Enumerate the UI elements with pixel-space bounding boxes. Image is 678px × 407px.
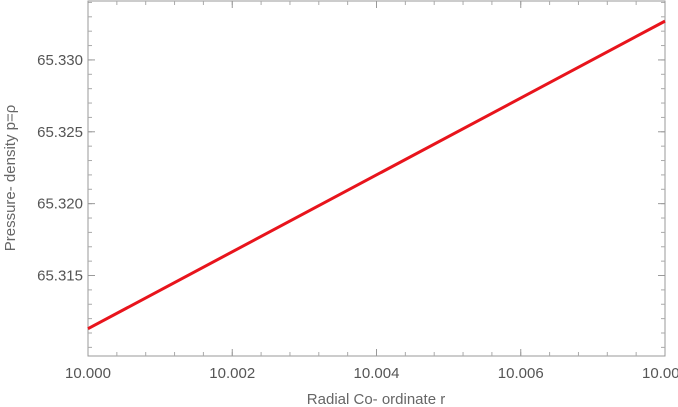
x-axis-label: Radial Co- ordinate r: [307, 391, 445, 407]
y-tick-label: 65.330: [37, 52, 83, 69]
x-tick-label: 10.004: [354, 365, 400, 382]
x-tick-label: 10.006: [498, 365, 544, 382]
plot-frame: [87, 0, 666, 357]
series-lines: [87, 19, 666, 331]
x-tick-labels: 10.000 10.002 10.004 10.006 10.008: [65, 365, 678, 382]
x-tick-label: 10.008: [642, 365, 678, 382]
minor-ticks: [87, 1, 666, 356]
series-line: [87, 19, 666, 331]
y-tick-label: 65.315: [37, 268, 83, 285]
y-tick-label: 65.320: [37, 196, 83, 213]
y-tick-labels: 65.315 65.320 65.325 65.330: [37, 52, 83, 285]
major-ticks: [87, 1, 666, 356]
x-tick-label: 10.002: [209, 365, 255, 382]
y-tick-label: 65.325: [37, 124, 83, 141]
x-tick-label: 10.000: [65, 365, 111, 382]
y-axis-label: Pressure- density p=ρ: [2, 105, 19, 252]
